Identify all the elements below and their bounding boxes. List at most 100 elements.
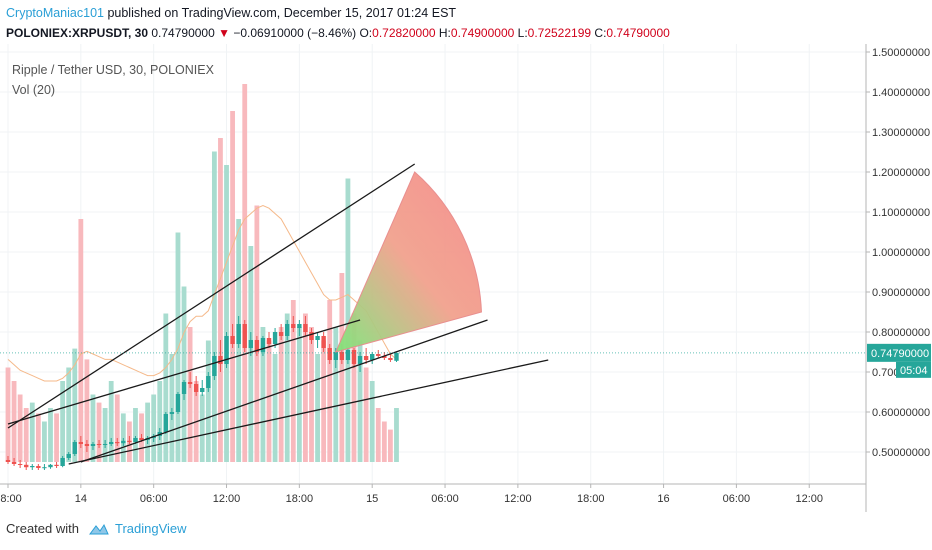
candle — [376, 350, 381, 358]
candle — [54, 462, 59, 468]
volume-bar — [72, 348, 78, 462]
candle-body — [278, 332, 284, 336]
price-chart[interactable]: 0.50000000 0.60000000 0.700 0.80000000 0.900… — [0, 44, 932, 512]
time-tick-label: 12:00 — [213, 493, 241, 505]
volume-bar — [60, 381, 66, 462]
volume-bar — [218, 138, 223, 462]
volume-bar — [394, 408, 399, 462]
volume-bar — [48, 408, 53, 462]
candle-body — [382, 356, 387, 358]
volume-bar — [145, 402, 151, 462]
volume-bar — [351, 313, 357, 462]
last-price-text: 0.74790000 — [151, 26, 215, 40]
price-tick-label: 1.50000000 — [872, 47, 930, 59]
candle — [218, 340, 223, 372]
volume-bar — [11, 381, 17, 462]
candle-body — [315, 336, 320, 340]
volume-bar — [96, 402, 102, 462]
candle-body — [303, 324, 308, 332]
time-tick-label: 18:00 — [0, 493, 22, 505]
candle-body — [30, 466, 35, 468]
candle-body — [206, 376, 211, 388]
candle — [181, 380, 187, 400]
volume-bar — [242, 84, 248, 462]
price-tick-label: 1.00000000 — [872, 247, 930, 259]
candle-body — [72, 442, 77, 454]
price-tick-label: 1.40000000 — [872, 87, 930, 99]
candle-body — [90, 444, 96, 446]
volume-bar — [388, 429, 393, 462]
volume-bar — [84, 359, 90, 462]
candle — [127, 436, 132, 444]
volume-bar — [296, 327, 302, 462]
candle-body — [212, 356, 217, 376]
candle — [30, 464, 35, 470]
candle-body — [42, 467, 47, 469]
volume-bar — [66, 367, 72, 462]
footer: Created with TradingView — [6, 521, 187, 536]
symbol-line: POLONIEX:XRPUSDT, 30 0.74790000 ▼ −0.069… — [6, 26, 670, 40]
open-value: 0.72820000 — [372, 26, 436, 40]
low-value: 0.72522199 — [527, 26, 592, 40]
candle-body — [254, 340, 260, 352]
candle — [102, 440, 108, 448]
candle-body — [309, 332, 314, 340]
last-price-tag — [867, 343, 931, 362]
candle — [193, 376, 199, 396]
chart-title: Ripple / Tether USD, 30, POLONIEX — [12, 63, 215, 77]
high-label: H: — [438, 26, 451, 40]
trend-line — [7, 319, 361, 425]
candle-body — [357, 356, 363, 364]
trend-line — [7, 163, 416, 429]
candle — [163, 412, 169, 434]
volume-bar — [102, 408, 108, 462]
candle-body — [272, 332, 278, 344]
candle — [357, 352, 363, 372]
candle-body — [139, 438, 144, 440]
author-link[interactable]: CryptoManiac101 — [6, 6, 104, 20]
volume-bar — [163, 313, 169, 462]
tradingview-brand-link[interactable]: TradingView — [114, 521, 187, 536]
candle — [303, 316, 308, 336]
volume-bar — [181, 286, 187, 462]
candle — [115, 438, 120, 446]
candle-body — [248, 340, 253, 348]
candle-body — [230, 336, 235, 344]
volume-bar — [315, 354, 320, 462]
candle-body — [163, 414, 169, 432]
candle-body — [54, 464, 59, 466]
volume-bar — [35, 413, 41, 462]
candle-body — [388, 358, 393, 360]
time-tick-label: 16 — [657, 493, 669, 505]
close-label: C: — [594, 26, 607, 40]
time-tick-label: 18:00 — [577, 493, 605, 505]
candle-body — [327, 348, 332, 360]
volume-bar — [211, 151, 217, 462]
volume-bar — [272, 354, 278, 462]
candle — [121, 438, 126, 446]
volume-bar — [321, 340, 327, 462]
volume-bar — [108, 381, 114, 462]
volume-bar — [199, 394, 205, 462]
high-value: 0.74900000 — [450, 26, 515, 40]
candle-body — [218, 356, 223, 364]
candle-body — [5, 460, 11, 462]
volume-bar — [5, 367, 11, 462]
candle — [388, 354, 393, 362]
volume-bar — [333, 327, 339, 462]
volume-bar — [345, 178, 351, 462]
candle — [212, 352, 217, 380]
candle — [5, 456, 11, 464]
countdown-label: 05:04 — [900, 365, 928, 377]
candle-body — [48, 464, 53, 468]
volume-bar — [254, 205, 260, 462]
volume-bar — [23, 408, 29, 462]
volume-bar — [151, 394, 157, 462]
candle-body — [345, 350, 351, 360]
volume-bar — [187, 327, 193, 462]
tradingview-logo-icon — [88, 523, 109, 534]
candle — [224, 332, 229, 368]
low-label: L: — [517, 26, 528, 40]
candle-body — [321, 336, 326, 348]
candle-body — [200, 388, 205, 392]
